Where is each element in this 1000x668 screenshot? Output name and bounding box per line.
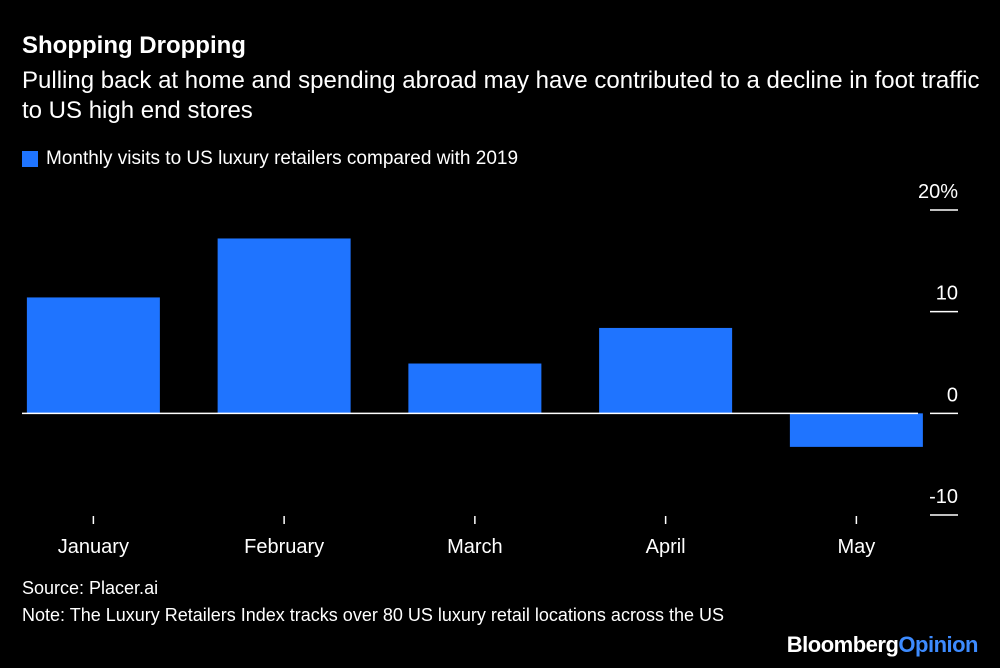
x-tick-label: April [646, 536, 686, 558]
bar [599, 327, 733, 414]
y-tick-label: 0 [947, 384, 958, 406]
y-tick-label: 10 [936, 283, 958, 305]
y-tick-label: -10 [929, 486, 958, 508]
bar [408, 363, 542, 414]
source: Source: Placer.ai [22, 578, 159, 598]
logo-text: Bloomberg [786, 632, 899, 657]
x-tick-label: March [447, 536, 503, 558]
bar [789, 413, 923, 447]
y-tick-label: 20% [918, 181, 958, 203]
note: Note: The Luxury Retailers Index tracks … [22, 605, 724, 625]
x-tick-label: January [58, 536, 129, 558]
bar [217, 238, 351, 414]
chart-subtitle: Pulling back at home and spending abroad… [22, 67, 980, 124]
logo-text: Opinion [898, 632, 978, 657]
legend-swatch [22, 151, 38, 167]
logo: BloombergOpinion [786, 632, 979, 658]
chart-title: Shopping Dropping [22, 32, 246, 59]
bar [26, 297, 160, 414]
x-tick-label: February [244, 536, 324, 558]
x-tick-label: May [837, 536, 875, 558]
legend: Monthly visits to US luxury retailers co… [22, 148, 518, 170]
legend-label: Monthly visits to US luxury retailers co… [46, 148, 519, 169]
